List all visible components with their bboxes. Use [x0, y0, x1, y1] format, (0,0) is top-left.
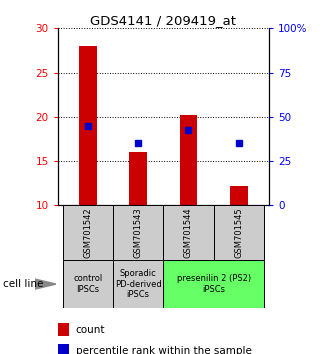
Bar	[163, 205, 214, 260]
Bar	[129, 152, 147, 205]
Bar	[113, 205, 163, 260]
Text: presenilin 2 (PS2)
iPSCs: presenilin 2 (PS2) iPSCs	[177, 274, 251, 294]
Text: count: count	[76, 325, 105, 335]
Text: Sporadic
PD-derived
iPSCs: Sporadic PD-derived iPSCs	[115, 269, 162, 299]
Bar	[63, 205, 113, 260]
Text: control
IPSCs: control IPSCs	[73, 274, 103, 294]
Bar	[113, 260, 163, 308]
Text: GSM701543: GSM701543	[134, 207, 143, 258]
Bar	[180, 115, 197, 205]
Text: cell line: cell line	[3, 279, 44, 289]
Polygon shape	[35, 279, 56, 289]
Text: GSM701542: GSM701542	[83, 207, 92, 258]
Bar	[214, 205, 264, 260]
Text: GSM701545: GSM701545	[234, 207, 243, 258]
Bar	[79, 46, 97, 205]
Bar	[58, 323, 69, 336]
Bar	[163, 260, 264, 308]
Title: GDS4141 / 209419_at: GDS4141 / 209419_at	[90, 14, 236, 27]
Text: GSM701544: GSM701544	[184, 207, 193, 258]
Text: percentile rank within the sample: percentile rank within the sample	[76, 346, 251, 354]
Bar	[63, 260, 113, 308]
Bar	[58, 344, 69, 354]
Bar	[230, 186, 248, 205]
